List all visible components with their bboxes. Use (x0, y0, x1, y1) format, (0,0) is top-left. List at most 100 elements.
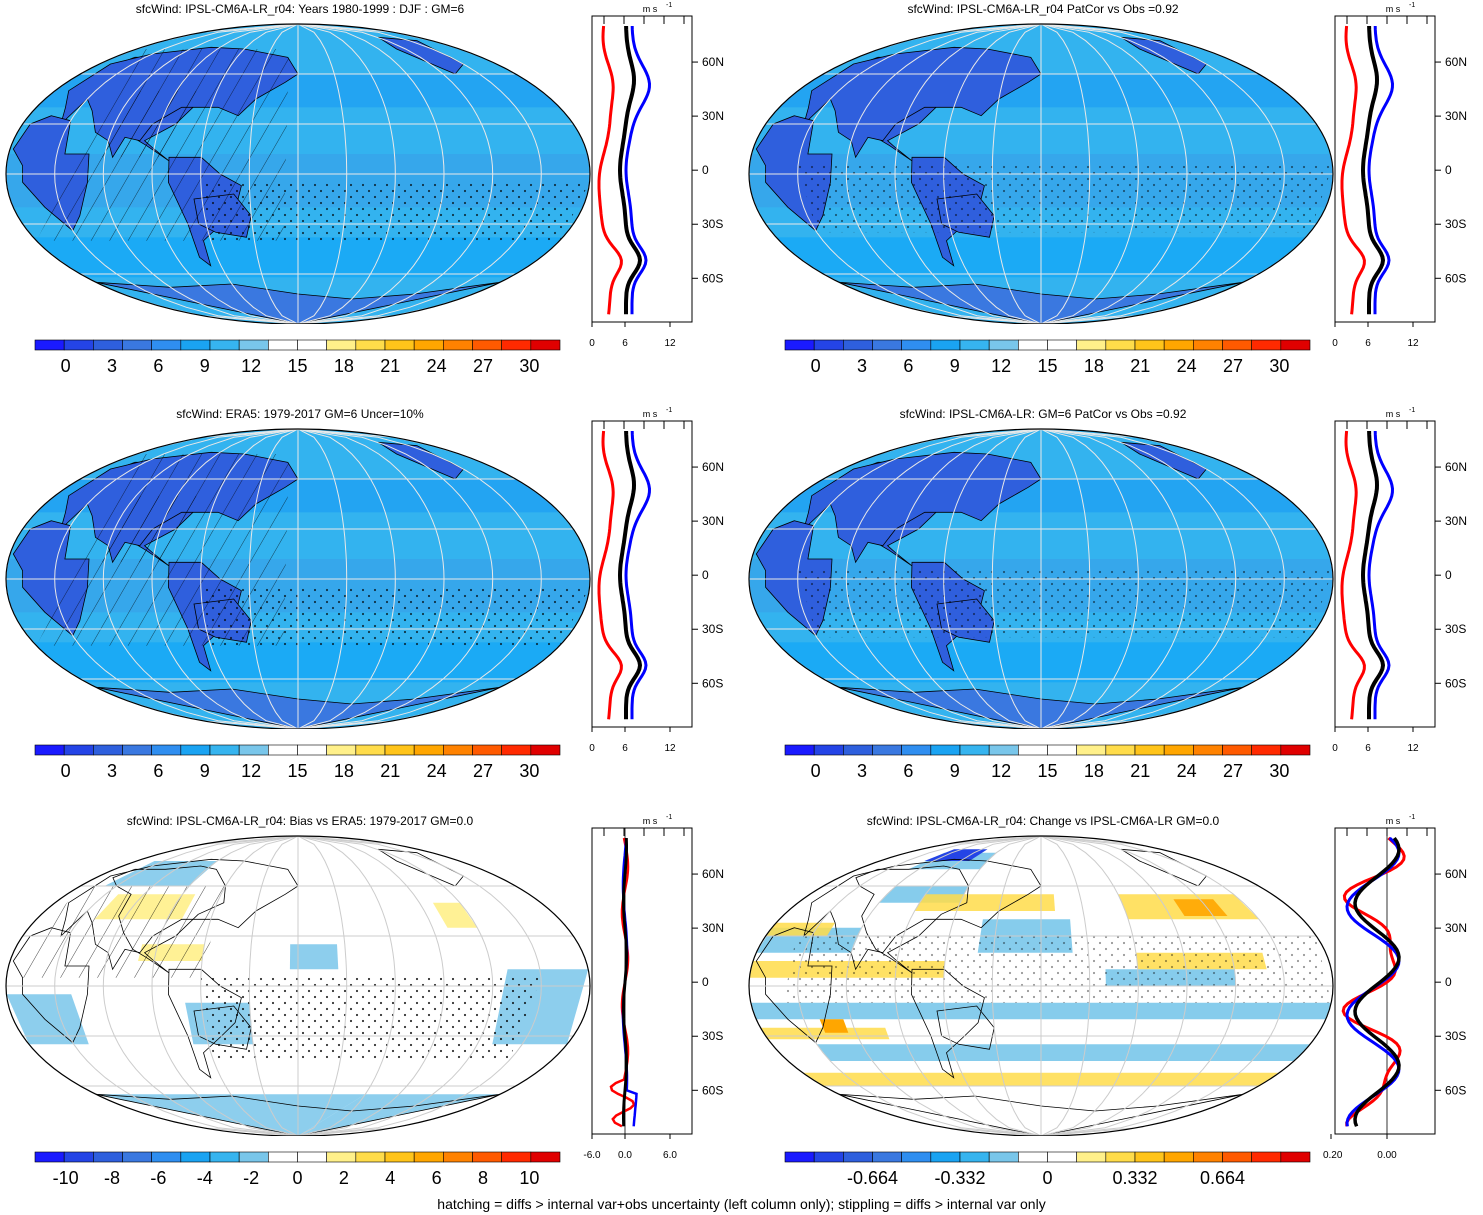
graticule-meridian (297, 836, 542, 1136)
profile-lat-label: 60S (1445, 1083, 1466, 1097)
colorbar-swatch (530, 1151, 561, 1163)
colorbar-label: 9 (200, 356, 210, 376)
colorbar-label: -8 (104, 1168, 120, 1188)
colorbar-swatch (93, 339, 123, 351)
graticule-meridian (248, 429, 299, 729)
graticule-meridian (943, 429, 1042, 729)
graticule-meridian (943, 836, 1042, 1136)
profile-ocean-line (1367, 25, 1395, 315)
colorbar-swatch (384, 744, 415, 756)
profile-mean-line (617, 430, 643, 720)
colorbar-label: 12 (241, 761, 261, 781)
profile-x-label: 12 (664, 743, 676, 754)
graticule-meridian (991, 836, 1042, 1136)
profile-land-line (597, 25, 623, 315)
profile-lat-label: 60N (702, 55, 724, 69)
colorbar-swatch (268, 1151, 298, 1163)
colorbar-swatch (784, 1151, 815, 1163)
graticule-meridian (297, 24, 542, 324)
graticule-meridian (151, 429, 299, 729)
colorbar-label: 9 (950, 356, 960, 376)
colorbar-swatch (530, 339, 561, 351)
map-outline (5, 428, 591, 729)
graticule-meridian (248, 836, 299, 1136)
stippling-area (200, 977, 542, 1061)
colorbar-swatch (1018, 339, 1048, 351)
profile-lat-label: 30S (1445, 217, 1466, 231)
colorbar-swatch (355, 1151, 386, 1163)
colorbar-label: 24 (1177, 761, 1197, 781)
graticule-meridian (200, 836, 299, 1136)
colorbar-label: 8 (478, 1168, 488, 1188)
map-outline (5, 23, 591, 324)
colorbar-swatch (355, 744, 386, 756)
profile-lat-label: 30N (702, 109, 724, 123)
colorbar-swatch (930, 339, 961, 351)
profile-x-label: 6 (1365, 743, 1371, 754)
map (5, 23, 591, 324)
profile-lat-label: 60N (1445, 460, 1467, 474)
profile-frame (591, 827, 693, 1135)
graticule-meridian (1040, 836, 1237, 1136)
profile-lat-label: 30N (702, 514, 724, 528)
graticule-meridian (54, 429, 299, 729)
profile-lat-label: 60N (1445, 867, 1467, 881)
colorbar-swatch (180, 339, 211, 351)
colorbar-label: 21 (380, 761, 400, 781)
graticule-meridian (1040, 24, 1091, 324)
profile-lat-label: 30S (702, 1029, 723, 1043)
colorbar-label: 0.664 (1200, 1168, 1245, 1188)
colorbar-label: 15 (287, 761, 307, 781)
colorbar-label: 24 (427, 761, 447, 781)
colorbar-label: 4 (385, 1168, 395, 1188)
profile-lat-label: 30N (1445, 921, 1467, 935)
colorbar-swatch (959, 1151, 990, 1163)
colorbar-swatch (63, 339, 94, 351)
storm-track-band-south (6, 237, 590, 278)
profile-unit-exponent: -1 (666, 407, 672, 414)
map (5, 835, 591, 1136)
profile-lat-label: 30S (1445, 622, 1466, 636)
colorbar-swatch (872, 1151, 902, 1163)
graticule-meridian (54, 836, 299, 1136)
profile-x-label: 6 (1365, 338, 1371, 349)
colorbar-swatch (872, 339, 902, 351)
colorbar-swatch (297, 744, 327, 756)
colorbar-label: -0.332 (934, 1168, 985, 1188)
profile-x-label: 12 (1407, 338, 1419, 349)
profile-lat-label: 30N (1445, 514, 1467, 528)
bias-positive-area (432, 902, 478, 928)
profile-x-label: 0.00 (1377, 1150, 1397, 1161)
profile-lat-label: 60N (702, 460, 724, 474)
colorbar-swatch (1222, 744, 1252, 756)
graticule-meridian (894, 836, 1042, 1136)
colorbar-label: 21 (1130, 356, 1150, 376)
storm-track-band-south (749, 237, 1333, 278)
profile-lat-label: 30S (1445, 1029, 1466, 1043)
colorbar-swatch (930, 1151, 961, 1163)
profile-ocean-line (624, 430, 652, 720)
graticule-meridian (1040, 429, 1237, 729)
colorbar-swatch (151, 1151, 182, 1163)
colorbar-swatch (297, 339, 327, 351)
profile-unit: m s (1386, 409, 1401, 419)
colorbar-swatch (1193, 1151, 1223, 1163)
colorbar-label: 0 (292, 1168, 302, 1188)
profile-x-label: 6.0 (663, 1150, 677, 1161)
profile-x-label: 12 (664, 338, 676, 349)
colorbar: -0.664 -0.332 0 0.332 0.664 (784, 1151, 1311, 1188)
colorbar-swatch (238, 1151, 269, 1163)
graticule-meridian (297, 429, 445, 729)
colorbar-swatch (34, 1151, 65, 1163)
graticule-meridian (1040, 429, 1188, 729)
graticule-meridian (102, 24, 299, 324)
colorbar-label: 15 (1037, 761, 1057, 781)
colorbar-label: 15 (287, 356, 307, 376)
profile-lat-label: 60S (702, 1083, 723, 1097)
graticule-meridian (1040, 24, 1237, 324)
zonal-profile: m s -1 60N 30N 0 30S 60S 0 6 12 (589, 407, 724, 754)
map (748, 428, 1334, 729)
colorbar-swatch (355, 339, 386, 351)
colorbar-swatch (813, 744, 844, 756)
colorbar-swatch (843, 744, 873, 756)
